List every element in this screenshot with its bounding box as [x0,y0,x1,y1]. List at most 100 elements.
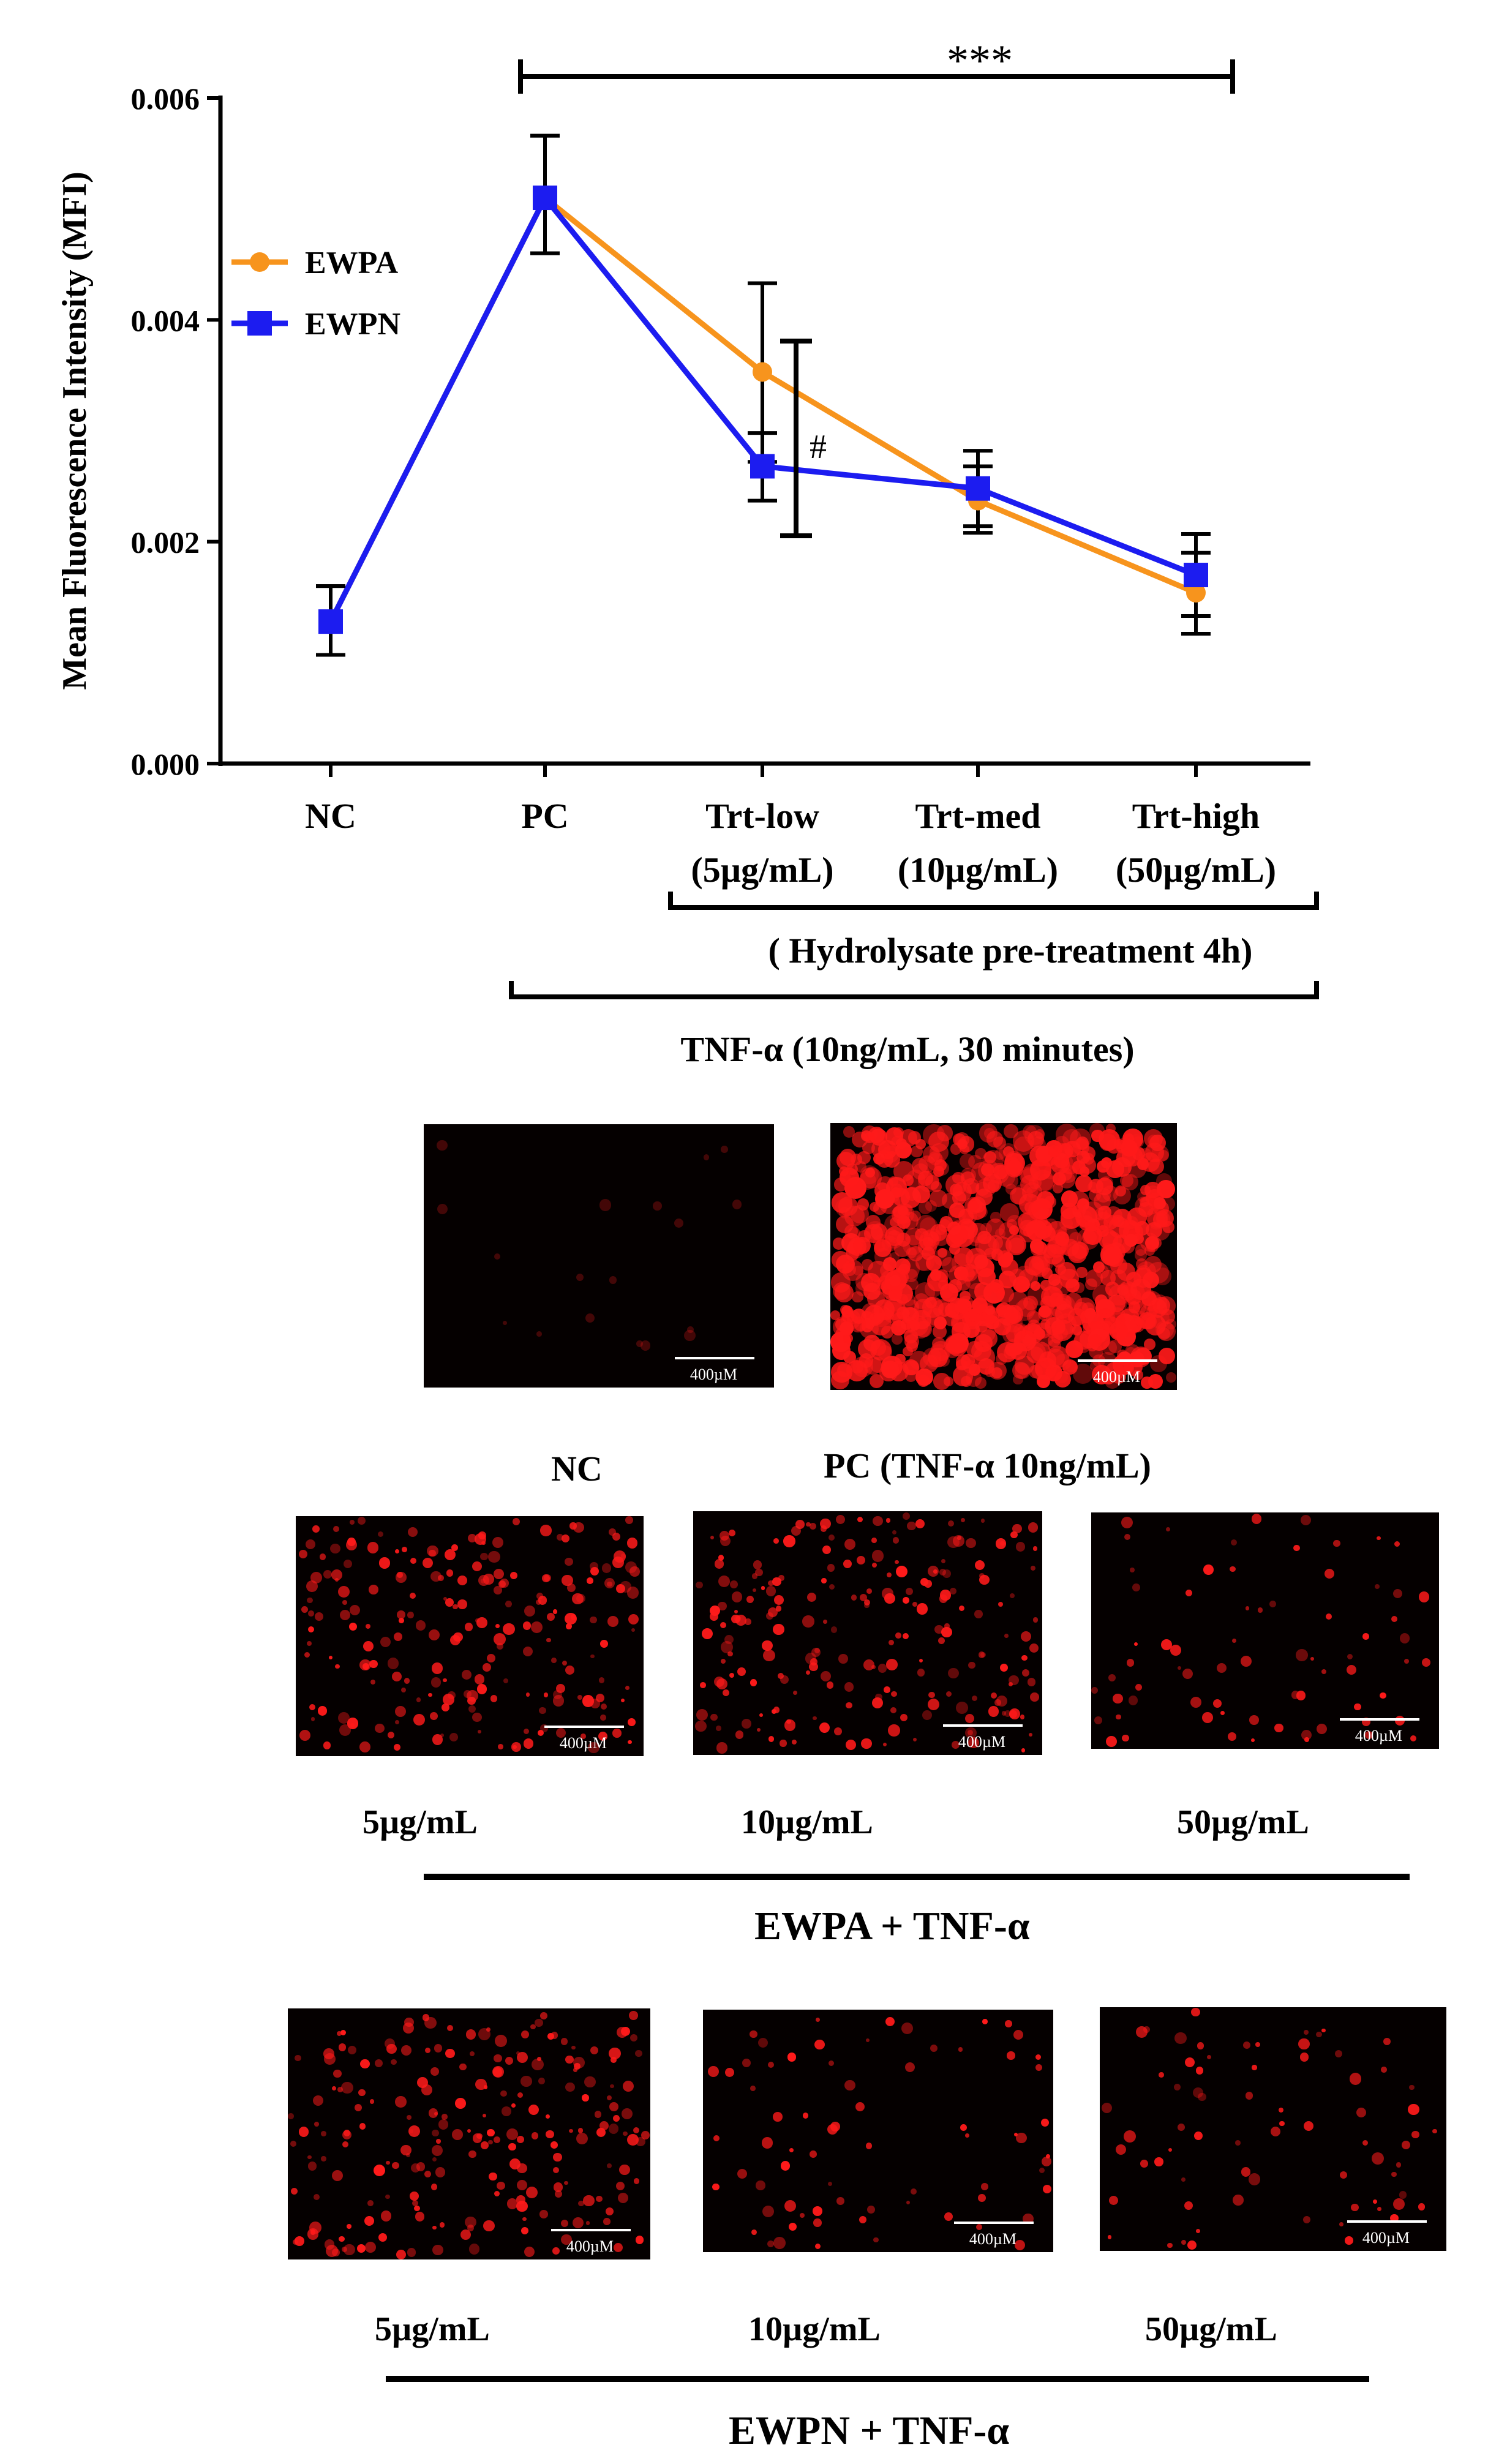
fluorescent-cell [922,1246,936,1260]
fluorescent-cell [1108,1674,1116,1682]
fluorescent-cell [314,2122,319,2127]
treatment-bracket-label: ( Hydrolysate pre-treatment 4h) [768,931,1253,971]
fluorescent-cell [629,2034,637,2042]
fluorescent-cell [1005,1323,1026,1343]
fluorescent-cell [1187,2240,1197,2250]
fluorescent-cell [467,2129,471,2133]
fluorescent-cell [333,1526,339,1533]
fluorescent-cell [532,2059,544,2071]
scale-bar-label: 400µM [969,2230,1016,2248]
fluorescent-cell [369,1585,378,1594]
fluorescent-cell [1316,1724,1327,1735]
fluorescent-cell [887,1572,892,1578]
fluorescent-cell [751,2229,757,2236]
fluorescent-cell [472,1712,482,1722]
fluorescent-cell [378,1557,391,1569]
fluorescent-cell [854,1161,866,1173]
fluorescent-cell [1031,1261,1046,1276]
fluorescent-cell [813,2206,822,2216]
fluorescent-cell [394,2096,407,2108]
fluorescent-cell [890,1707,897,1714]
fluorescent-cell [1339,2171,1347,2179]
fluorescent-cell [857,1516,863,1523]
fluorescent-cell [532,2132,539,2139]
fluorescent-cell [1039,2167,1045,2174]
fluorescent-cell [414,2205,420,2212]
fluorescent-cell [430,1711,438,1720]
fluorescent-cell [348,2046,357,2055]
fluorescent-cell [805,1653,816,1664]
fluorescent-cell [762,1640,773,1651]
fluorescent-cell [844,1538,856,1550]
fluorescent-cell [1310,1656,1315,1661]
fluorescent-cell [988,1706,999,1717]
fluorescent-cell [768,1736,775,1742]
fluorescent-cell [550,2141,558,2149]
fluorescent-cell [391,1671,402,1681]
fluorescent-cell [603,2218,611,2225]
fluorescent-cell [380,2210,392,2222]
fluorescent-cell [750,1679,757,1686]
fluorescent-cell [1255,2042,1260,2048]
fluorescent-cell [438,2119,449,2130]
fluorescent-cell [1325,1613,1332,1620]
fluorescent-cell [577,1694,582,1700]
fluorescent-cell [1347,1654,1353,1660]
fluorescent-cell [523,1738,534,1749]
fluorescent-cell [1154,2157,1163,2166]
fluorescent-cell [1186,1590,1193,1597]
fluorescent-cell [446,1569,454,1577]
fluorescent-cell [866,1588,873,1594]
fluorescent-cell [1070,1129,1091,1150]
fluorescent-cell [1245,2092,1253,2100]
fluorescent-cell [990,1212,1001,1223]
fluorescent-cell [1124,1294,1137,1305]
fluorescent-cell [493,1568,505,1580]
fluorescent-cell [503,1678,508,1683]
fluorescent-cell [885,2016,895,2027]
fluorescent-cell [1091,1364,1112,1385]
legend-marker-ewpa [250,252,269,272]
fluorescent-cell [328,1655,333,1660]
fluorescent-cell [852,1291,863,1303]
data-point-ewpn [533,186,557,211]
micrograph-pc: 400µM [830,1123,1177,1390]
fluorescent-cell [1052,1182,1064,1193]
fluorescent-cell [589,1616,597,1624]
fluorescent-cell [493,1586,502,1595]
fluorescent-cell [961,1518,966,1523]
fluorescent-cell [1015,1542,1026,1552]
fluorescent-cell [1035,1129,1045,1139]
fluorescent-cell [802,1615,814,1628]
fluorescent-cell [941,1558,946,1564]
fluorescent-cell [1345,2236,1353,2245]
fluorescent-cell [488,2139,494,2145]
fluorescent-cell [864,1132,875,1143]
fluorescent-cell [1298,2038,1310,2050]
fluorescent-cell [631,1628,636,1632]
data-point-ewpn [750,454,775,479]
fluorescent-cell [601,1703,607,1710]
fluorescent-cell [611,2057,617,2064]
fluorescent-cell [605,2207,614,2216]
fluorescent-cell [1024,1202,1035,1214]
fluorescent-cell [635,2049,642,2057]
scale-bar [675,1357,754,1359]
fluorescent-cell [1009,1187,1027,1205]
fluorescent-cell [399,1617,405,1623]
ewpn-dose-10: 10µg/mL [748,2310,881,2348]
fluorescent-cell [729,1530,735,1537]
fluorescent-cell [1304,1737,1309,1743]
fluorescent-cell [1303,2120,1314,2132]
fluorescent-cell [509,2158,520,2170]
fluorescent-cell [830,1626,838,1633]
fluorescent-cell [873,1234,891,1252]
fluorescent-cell [636,1340,644,1348]
fluorescent-cell [1021,1748,1026,1752]
fluorescent-cell [1012,1523,1022,1534]
fluorescent-cell [999,1663,1009,1672]
fluorescent-cell [299,1729,311,1741]
fluorescent-cell [625,1516,633,1524]
fluorescent-cell [431,2144,443,2157]
fluorescent-cell [873,2237,879,2243]
